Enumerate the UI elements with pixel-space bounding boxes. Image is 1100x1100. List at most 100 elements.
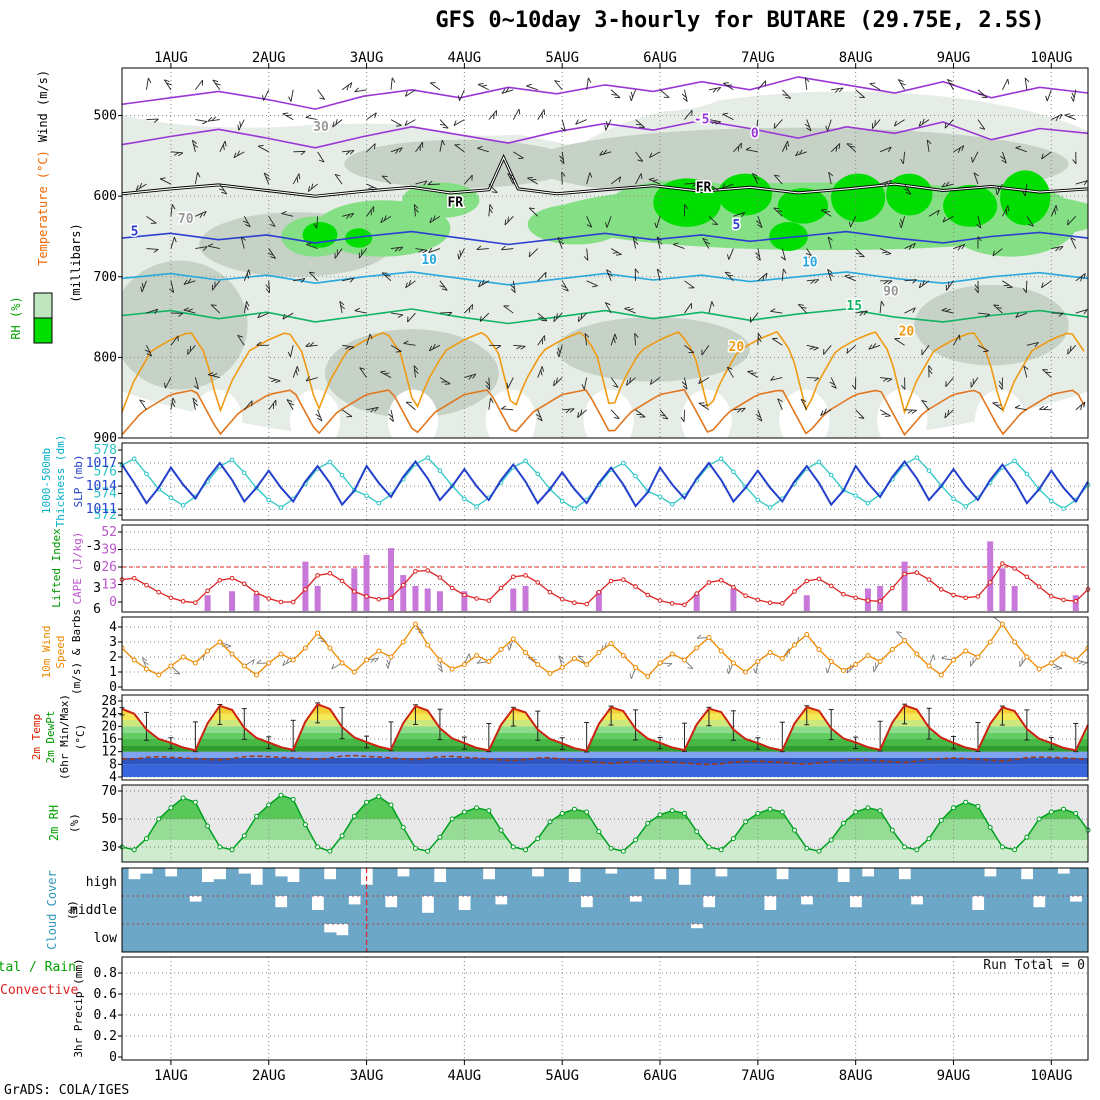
wind-barb-feather <box>612 252 619 254</box>
wind-barb-feather <box>491 191 498 194</box>
li-marker <box>572 600 577 606</box>
wind-barb <box>1051 245 1064 250</box>
cloud-bar-high <box>763 868 777 896</box>
wind-barb-feather <box>834 88 840 93</box>
rh2m-marker <box>559 810 565 816</box>
wind-barb <box>947 79 954 90</box>
wind-barb <box>503 305 514 314</box>
wind-barb <box>820 209 832 217</box>
wind-barb <box>1002 280 1013 288</box>
wind-barb <box>390 119 402 126</box>
cloud-bar-high <box>348 868 361 896</box>
wind-barb <box>921 345 930 356</box>
wind-barb <box>977 89 988 98</box>
wind-barb-feather <box>192 397 198 403</box>
temp-contour-10 <box>122 271 1088 286</box>
rh2m-marker <box>596 829 602 835</box>
wind-barb-feather <box>164 382 166 389</box>
wind10m-marker <box>180 654 186 660</box>
wind-barb-feather <box>245 304 249 311</box>
wind-barb-feather <box>1041 282 1044 288</box>
wind-barb-feather <box>727 366 733 370</box>
temp-contour-5 <box>122 230 1088 246</box>
cape-bar <box>363 554 370 611</box>
cloud-bar-low <box>274 924 288 952</box>
thickness-marker <box>914 455 920 460</box>
cloud-bar-low <box>971 924 985 952</box>
wind-barb <box>286 399 294 411</box>
rh-shade-blob <box>289 389 341 438</box>
x-axis-label-top: 2AUG <box>252 50 286 66</box>
wind10m-marker <box>339 660 345 666</box>
wind-barb-feather <box>453 120 457 126</box>
wind-barb-feather <box>896 631 902 634</box>
cloud-bar-middle <box>751 896 765 924</box>
wind-barb-feather <box>468 307 471 313</box>
y-tick-label: 800 <box>94 350 117 365</box>
wind-barb-feather <box>846 143 853 145</box>
wind10m-marker <box>571 656 577 661</box>
wind-barb-feather <box>773 207 780 210</box>
wind-barb-feather <box>894 120 897 127</box>
li-marker <box>278 599 284 605</box>
wind-barb <box>610 409 620 419</box>
wind-barb <box>429 344 441 352</box>
wind-barb <box>407 312 416 323</box>
wind-barb-feather <box>505 87 510 93</box>
wind-barb-feather <box>604 124 607 131</box>
y-tick-label: 50 <box>101 812 117 827</box>
cloud-bar-high <box>1069 868 1083 896</box>
wind-barb-feather <box>918 120 922 127</box>
wind-barb <box>626 377 636 386</box>
wind-barb <box>464 373 476 378</box>
chart-title: GFS 0~10day 3-hourly for BUTARE (29.75E,… <box>435 8 1045 33</box>
rh-shade-blob <box>344 139 577 189</box>
li-marker <box>315 573 320 578</box>
wind10m-marker <box>804 632 810 637</box>
cape-bar <box>730 588 737 611</box>
wind-barb-feather <box>858 417 865 419</box>
thickness-marker <box>425 455 430 460</box>
cloud-bar-high <box>666 868 679 896</box>
wind-barb-feather <box>203 211 207 217</box>
li-marker <box>608 578 614 584</box>
wind-barb-feather <box>172 397 176 404</box>
wind-barb <box>869 83 881 91</box>
li-marker <box>718 578 724 583</box>
rh2m-marker <box>400 824 406 830</box>
wind-barb-feather <box>813 377 820 382</box>
wind-barb-feather <box>553 380 555 386</box>
wind-barb-feather <box>855 252 862 255</box>
wind-barb-feather <box>712 223 718 225</box>
li-marker <box>1036 584 1042 589</box>
wind-barb-feather <box>1059 245 1064 251</box>
wind-barb <box>339 301 343 314</box>
wind-barb-feather <box>202 654 205 661</box>
wind-barb <box>733 211 745 217</box>
thickness-marker <box>339 472 345 478</box>
wind-barb <box>879 146 892 153</box>
wind-barb-feather <box>243 220 249 224</box>
cloud-bar-high <box>177 868 190 896</box>
cloud-bar-middle <box>384 907 398 924</box>
wind-barb <box>827 236 832 249</box>
cloud-bar-middle <box>898 896 912 924</box>
y-tick-label: -3 <box>85 539 101 554</box>
wind-barb-feather <box>520 345 526 350</box>
wind-barb-feather <box>281 210 287 214</box>
li-marker <box>890 585 895 591</box>
wind-barb-feather <box>684 204 689 209</box>
rh2m-marker <box>351 813 357 819</box>
cloud-bar-middle <box>482 896 496 924</box>
wind-barb <box>879 179 892 185</box>
cloud-bar-high <box>617 868 630 896</box>
wind-barb <box>553 377 563 387</box>
wind-barb-feather <box>510 288 516 293</box>
rh2m-marker <box>131 847 137 853</box>
cape-bar <box>388 548 395 611</box>
wind-barb-feather <box>828 172 834 177</box>
wind-barb-feather <box>319 97 325 100</box>
wind-barb-feather <box>1064 113 1071 116</box>
wind-barb-feather <box>755 413 761 418</box>
wind-barb-feather <box>233 152 237 158</box>
